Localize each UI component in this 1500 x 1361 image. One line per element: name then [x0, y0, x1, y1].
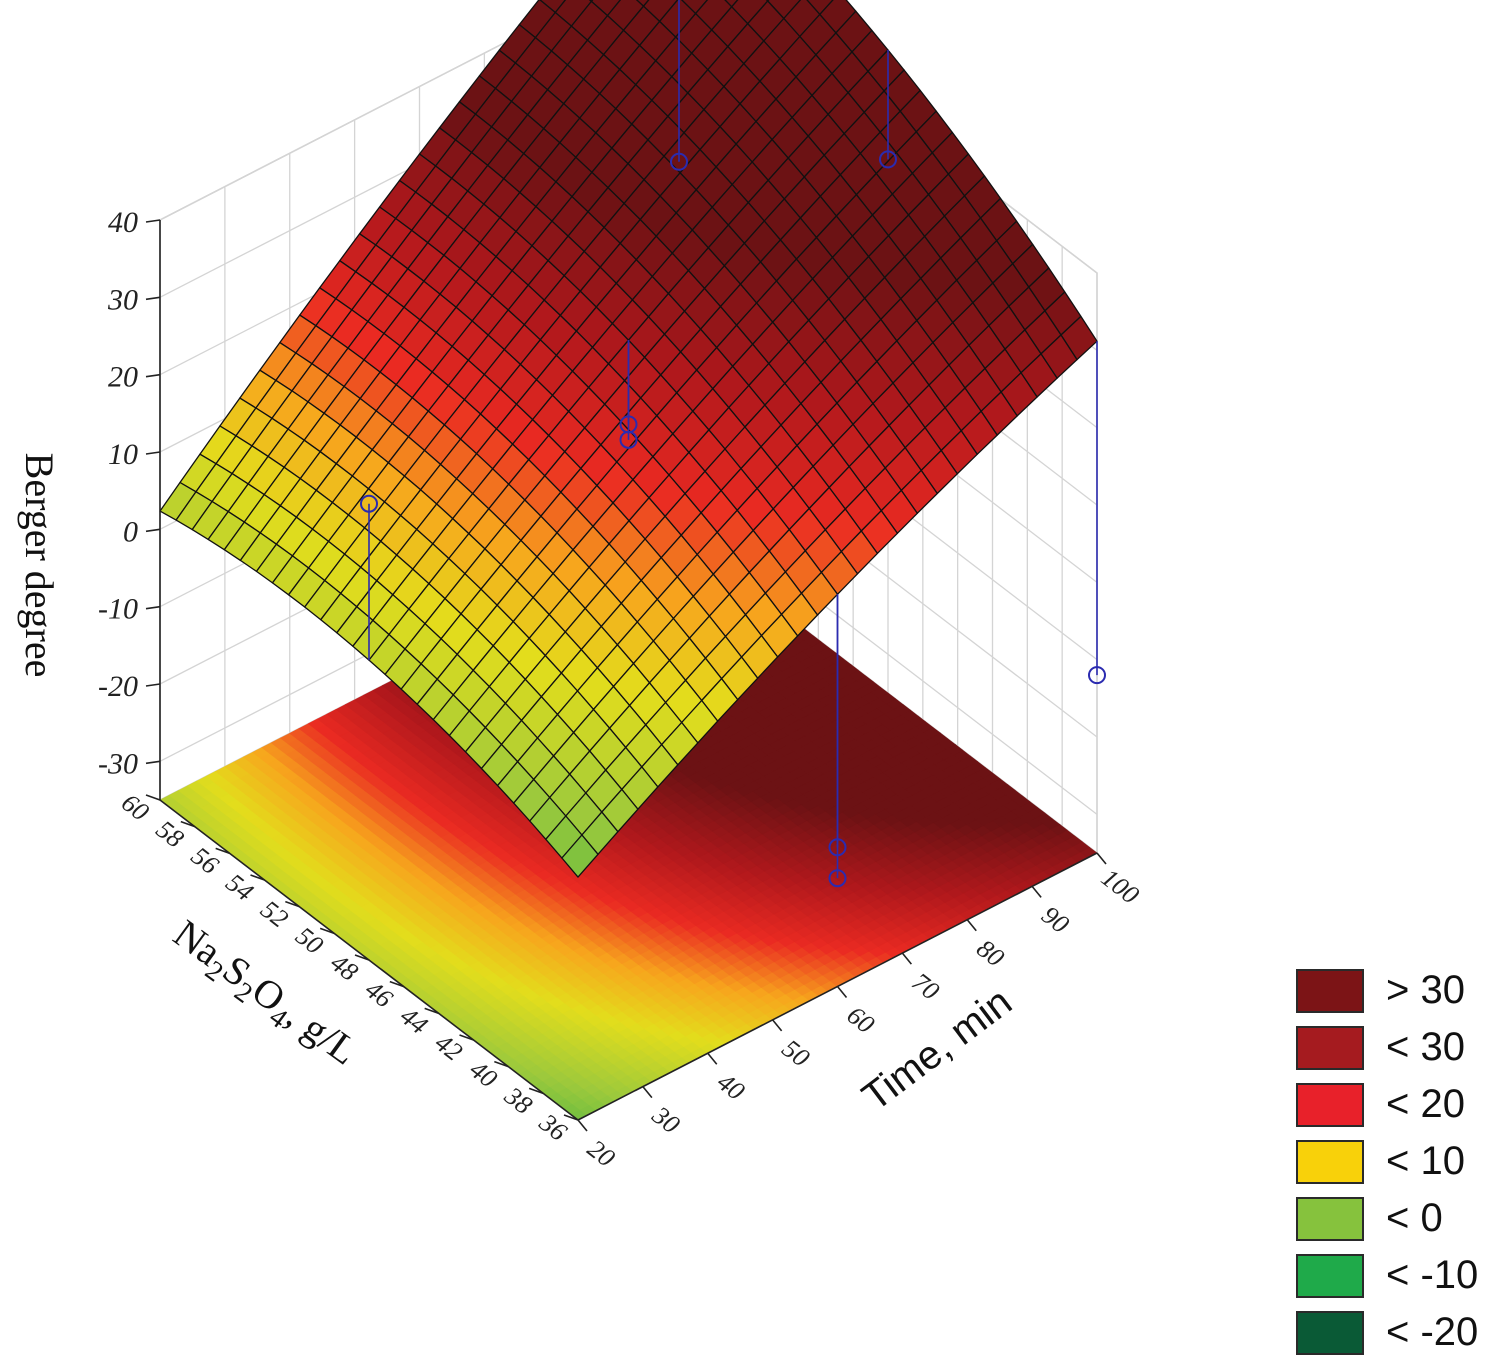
y-tick-label: 54 [221, 868, 259, 907]
x-tick [577, 1119, 588, 1132]
y-tick-label: 38 [498, 1081, 537, 1120]
z-tick-label: 20 [108, 361, 138, 394]
y-tick [459, 1034, 474, 1041]
y-tick [215, 847, 230, 855]
observed-point [360, 494, 378, 513]
y-tick-label: 56 [186, 841, 224, 880]
y-tick-label: 40 [464, 1055, 502, 1094]
z-tick [145, 451, 161, 455]
legend-swatch [1296, 1082, 1364, 1127]
z-tick-label: -30 [98, 747, 138, 780]
z-tick [145, 528, 161, 533]
z-tick-label: -10 [98, 593, 138, 626]
y-tick-label: 48 [325, 948, 363, 987]
legend-item: > 30 [1296, 962, 1500, 1019]
z-tick [145, 683, 161, 687]
x-tick-label: 90 [1036, 900, 1074, 939]
legend-label: < 20 [1386, 1082, 1465, 1126]
legend-label: < -10 [1386, 1253, 1479, 1297]
observed-point [619, 430, 638, 449]
y-tick [145, 794, 161, 801]
y-title-part: , g/L [279, 993, 367, 1074]
z-tick [145, 605, 161, 610]
y-tick [180, 820, 196, 828]
legend-swatch [1296, 1025, 1364, 1070]
surface-cell [724, 0, 739, 8]
observed-point [828, 869, 847, 888]
response-surface [159, 0, 1098, 878]
x-tick [836, 985, 848, 999]
surface-cell [635, 0, 650, 7]
z-tick-label: 30 [107, 283, 138, 316]
y-tick [424, 1007, 439, 1015]
z-tick-label: 40 [108, 206, 138, 239]
x-tick [642, 1086, 653, 1099]
z-tick-label: 0 [123, 515, 138, 548]
y-tick [389, 980, 405, 988]
y-tick-label: 44 [395, 1001, 433, 1040]
z-tick-label: 10 [108, 438, 138, 471]
x-tick-label: 60 [842, 1000, 880, 1039]
observed-point [1088, 666, 1106, 685]
y-tick-label: 52 [255, 895, 293, 934]
legend-label: < 10 [1386, 1139, 1465, 1183]
legend-swatch [1296, 1196, 1364, 1241]
legend-item: < -20 [1296, 1304, 1500, 1361]
x-tick [1031, 885, 1042, 898]
x-tick-label: 70 [906, 967, 944, 1006]
y-tick [285, 900, 300, 908]
y-tick-label: 50 [290, 921, 328, 960]
legend-swatch [1296, 1139, 1364, 1184]
y-tick-label: 36 [533, 1107, 572, 1146]
grid-line [159, 0, 590, 221]
legend-label: > 30 [1386, 968, 1465, 1012]
y-tick [319, 927, 335, 935]
x-tick [901, 952, 912, 965]
observed-points [360, 0, 1106, 888]
z-tick [145, 219, 161, 223]
x-tick-label: 40 [712, 1067, 750, 1106]
x-tick [707, 1052, 718, 1065]
y-tick [250, 874, 265, 881]
z-tick [145, 760, 161, 765]
x-tick-label: 50 [777, 1034, 815, 1073]
legend-label: < 30 [1386, 1025, 1465, 1069]
legend-label: < 0 [1386, 1196, 1443, 1240]
legend-item: < -10 [1296, 1247, 1500, 1304]
y-tick-label: 42 [430, 1028, 468, 1067]
legend-label: < -20 [1386, 1310, 1479, 1354]
y-tick [563, 1114, 579, 1121]
x-tick [1096, 852, 1107, 865]
legend-item: < 0 [1296, 1190, 1500, 1247]
observed-point [879, 150, 897, 169]
legend: > 30 < 30 < 20 < 10 < 0 < -10 < -20 [1296, 962, 1500, 1361]
legend-item: < 20 [1296, 1076, 1500, 1133]
y-tick-label: 58 [151, 815, 189, 854]
z-axis-title: Berger degree [17, 453, 62, 678]
surface-cell [561, 834, 599, 878]
legend-item: < 10 [1296, 1133, 1500, 1190]
legend-swatch [1296, 1310, 1364, 1355]
y-tick [354, 954, 370, 961]
observed-point [670, 152, 688, 171]
y-tick [494, 1060, 509, 1068]
x-tick-label: 30 [646, 1100, 685, 1139]
x-tick-label: 20 [582, 1134, 620, 1173]
z-tick-label: -20 [98, 670, 138, 703]
z-tick [145, 296, 161, 301]
y-tick-label: 60 [116, 788, 154, 827]
y-tick-label: 46 [360, 975, 398, 1014]
z-tick [145, 373, 161, 378]
y-tick [528, 1087, 544, 1095]
legend-item: < 30 [1296, 1019, 1500, 1076]
x-axis-title: Time, min [854, 980, 1020, 1120]
legend-swatch [1296, 968, 1364, 1013]
x-tick-label: 100 [1096, 863, 1145, 910]
y-axis-title: Na2S2O4, g/L [161, 911, 366, 1080]
x-tick-label: 80 [971, 934, 1009, 973]
legend-swatch [1296, 1253, 1364, 1298]
x-tick [772, 1019, 783, 1032]
x-tick [966, 919, 977, 932]
